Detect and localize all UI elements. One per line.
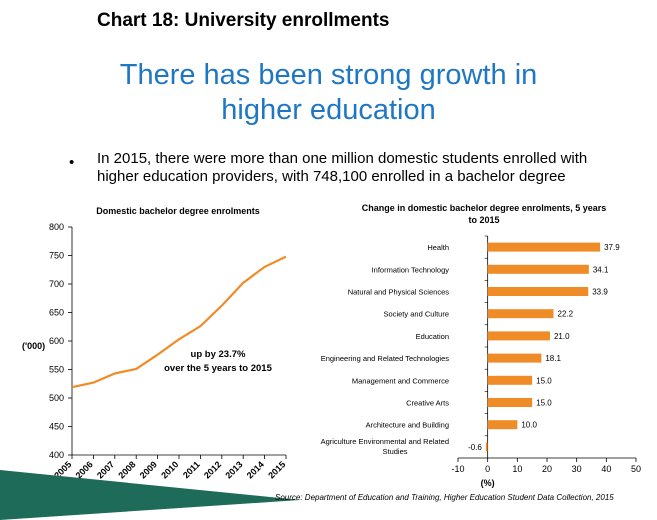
line-x-tick-label: 2005: [52, 459, 73, 480]
bar-value-label: 10.0: [521, 421, 537, 430]
bar: [485, 442, 488, 452]
bar-category-label: Engineering and Related Technologies: [321, 354, 450, 363]
bar-x-tick-label: 30: [572, 464, 582, 474]
bar-x-tick-label: 50: [631, 464, 641, 474]
bar-value-label: 18.1: [545, 354, 561, 363]
bar: [487, 375, 533, 385]
line-y-tick-label: 600: [49, 336, 64, 346]
line-x-tick-label: 2013: [223, 459, 244, 480]
bar-x-tick-label: 20: [542, 464, 552, 474]
bar-value-label: -0.6: [468, 443, 482, 452]
bar-category-label: Natural and Physical Sciences: [348, 288, 450, 297]
bar: [487, 264, 589, 274]
line-chart: Domestic bachelor degree enrolments 400 45…: [22, 206, 287, 481]
bar-chart: Change in domestic bachelor degree enrol…: [321, 203, 641, 488]
bar-category-label: Architecture and Building: [366, 421, 449, 430]
bar-value-label: 21.0: [554, 332, 570, 341]
bar-value-label: 37.9: [604, 243, 620, 252]
bar-x-tick-label: 40: [601, 464, 611, 474]
line-x-tick-label: 2006: [74, 459, 95, 480]
bullet-text: In 2015, there were more than one millio…: [97, 150, 588, 185]
bar-category-label: Information Technology: [372, 265, 450, 274]
line-y-tick-label: 750: [49, 251, 64, 261]
bar-value-label: 34.1: [593, 265, 609, 274]
bar-category-label: Management and Commerce: [352, 376, 449, 385]
bar-chart-title-line-2: to 2015: [468, 215, 499, 225]
line-y-tick-label: 550: [49, 365, 64, 375]
bar-x-tick-label: -10: [451, 464, 464, 474]
line-y-tick-label: 700: [49, 279, 64, 289]
bar: [487, 287, 589, 296]
line-x-tick-label: 2011: [181, 459, 202, 480]
slide-title: There has been strong growth in higher e…: [0, 58, 657, 128]
bar-category-label: Creative Arts: [406, 399, 449, 408]
bar-value-label: 33.9: [592, 288, 608, 297]
bar-category-label: Agriculture Environmental and Related: [321, 437, 449, 446]
bar-category-label: Education: [416, 332, 449, 341]
source-note: Source: Department of Education and Trai…: [275, 493, 614, 502]
line-x-tick-label: 2010: [159, 459, 180, 480]
bar-value-label: 22.2: [558, 310, 574, 319]
line-x-tick-label: 2009: [138, 459, 159, 480]
chart-heading: Chart 18: University enrollments: [97, 10, 390, 31]
line-y-tick-label: 800: [49, 222, 64, 232]
line-x-tick-label: 2014: [245, 459, 266, 480]
bar-value-label: 15.0: [536, 376, 552, 385]
line-y-tick-label: 450: [49, 422, 64, 432]
line-x-tick-label: 2012: [202, 459, 223, 480]
line-y-tick-label: 500: [49, 393, 64, 403]
bar: [487, 331, 550, 341]
bar-x-tick-label: 10: [512, 464, 522, 474]
line-x-tick-label: 2015: [266, 459, 287, 480]
annotation-line-1: up by 23.7%: [191, 349, 246, 360]
line-x-tick-label: 2007: [95, 459, 116, 480]
annotation-line-2: over the 5 years to 2015: [164, 363, 272, 374]
bar-category-label: Health: [427, 243, 449, 252]
bar-category-label: Society and Culture: [384, 310, 449, 319]
bar-chart-title-line-1: Change in domestic bachelor degree enrol…: [362, 203, 607, 213]
line-y-tick-label: 650: [49, 308, 64, 318]
bar-category-label: Studies: [382, 447, 407, 456]
line-y-tick-label: 400: [49, 450, 64, 460]
bar-x-axis-label: (%): [481, 478, 495, 488]
bar: [487, 420, 518, 430]
bar-value-label: 15.0: [536, 399, 552, 408]
slide-title-line-1: There has been strong growth in: [119, 59, 538, 91]
slide-title-line-2: higher education: [221, 94, 436, 126]
bar: [487, 242, 601, 252]
line-x-tick-label: 2008: [116, 459, 137, 480]
line-chart-title: Domestic bachelor degree enrolments: [96, 206, 260, 216]
bullet-dot: •: [69, 154, 75, 171]
bar-x-tick-label: 0: [485, 464, 490, 474]
bar: [487, 309, 554, 319]
bar: [487, 398, 533, 407]
bar: [487, 353, 542, 363]
line-y-axis-label: ('000): [22, 341, 45, 351]
